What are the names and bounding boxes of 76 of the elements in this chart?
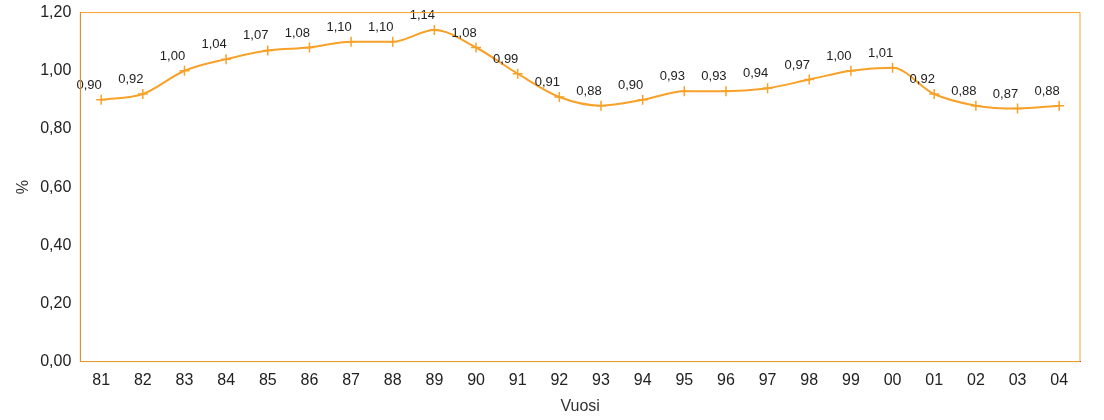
y-tick-label: 1,00 (40, 61, 72, 79)
x-tick-label: 85 (258, 370, 277, 388)
x-tick-label: 94 (633, 370, 652, 388)
data-label: 1,10 (368, 18, 394, 34)
point (720, 85, 732, 97)
point (470, 41, 482, 54)
x-tick-label: 82 (133, 370, 152, 388)
y-tick-label: 0,80 (40, 119, 72, 137)
x-axis-title: Vuosi (560, 396, 600, 414)
data-label: 0,87 (992, 85, 1019, 101)
y-tick-label: 0,40 (40, 235, 72, 253)
y-tick-label: 0,20 (40, 293, 72, 311)
point (262, 44, 274, 57)
data-label: 0,99 (493, 50, 519, 66)
x-tick-label: 97 (758, 370, 777, 388)
point (553, 91, 566, 103)
x-tick-label: 90 (467, 370, 486, 388)
x-tick-label: 04 (1050, 370, 1069, 388)
x-tick-label: 81 (92, 370, 111, 388)
point (678, 85, 691, 97)
y-tick-label: 0,00 (40, 352, 72, 370)
point (95, 94, 107, 106)
x-tick-label: 00 (883, 370, 902, 388)
data-label: 1,00 (826, 47, 852, 63)
y-axis-title: % (14, 179, 32, 195)
data-label: 1,10 (326, 18, 352, 34)
x-tick-label: 88 (383, 370, 402, 388)
point (303, 41, 316, 54)
data-label: 0,88 (951, 82, 977, 98)
data-label: 0,91 (534, 74, 560, 90)
x-tick-label: 91 (508, 370, 527, 388)
x-tick-label: 87 (342, 370, 361, 388)
data-label: 1,07 (243, 27, 269, 43)
x-tick-label: 98 (800, 370, 819, 388)
data-label: 1,04 (201, 36, 227, 52)
point (386, 35, 399, 48)
x-tick-label: 83 (175, 370, 194, 388)
point (970, 99, 982, 112)
point (178, 65, 191, 77)
data-label: 0,90 (617, 76, 644, 92)
point (137, 88, 149, 100)
data-label: 0,93 (701, 68, 727, 84)
point (1011, 102, 1024, 115)
x-tick-label: 01 (925, 370, 944, 388)
data-label: 1,08 (451, 24, 477, 40)
x-tick-label: 96 (717, 370, 735, 388)
x-tick-label: 99 (842, 370, 860, 388)
point (845, 65, 857, 77)
data-label: 1,00 (159, 47, 186, 63)
point (636, 94, 649, 106)
x-tick-label: 84 (217, 370, 236, 388)
x-tick-label: 93 (592, 370, 610, 388)
data-label: 0,93 (659, 68, 685, 84)
data-label: 0,92 (118, 71, 144, 87)
data-label: 1,08 (284, 24, 311, 40)
data-label: 0,88 (1034, 82, 1060, 98)
data-label: 0,88 (576, 82, 602, 98)
x-tick-label: 89 (425, 370, 444, 388)
x-tick-label: 86 (300, 370, 319, 388)
y-tick-label: 0,60 (40, 177, 72, 195)
data-label: 1,01 (867, 44, 894, 60)
data-label: 0,97 (784, 56, 810, 72)
data-label: 0,94 (742, 65, 769, 81)
x-tick-label: 02 (966, 370, 985, 388)
point (761, 82, 774, 94)
x-tick-label: 92 (550, 370, 569, 388)
point (1053, 99, 1065, 112)
x-tick-label: 95 (675, 370, 694, 388)
point (511, 67, 524, 80)
point (220, 53, 232, 65)
x-tick-label: 03 (1008, 370, 1027, 388)
point (428, 24, 441, 36)
point (595, 99, 607, 112)
y-tick-label: 1,20 (40, 3, 72, 21)
point (803, 73, 816, 86)
point (928, 88, 940, 100)
